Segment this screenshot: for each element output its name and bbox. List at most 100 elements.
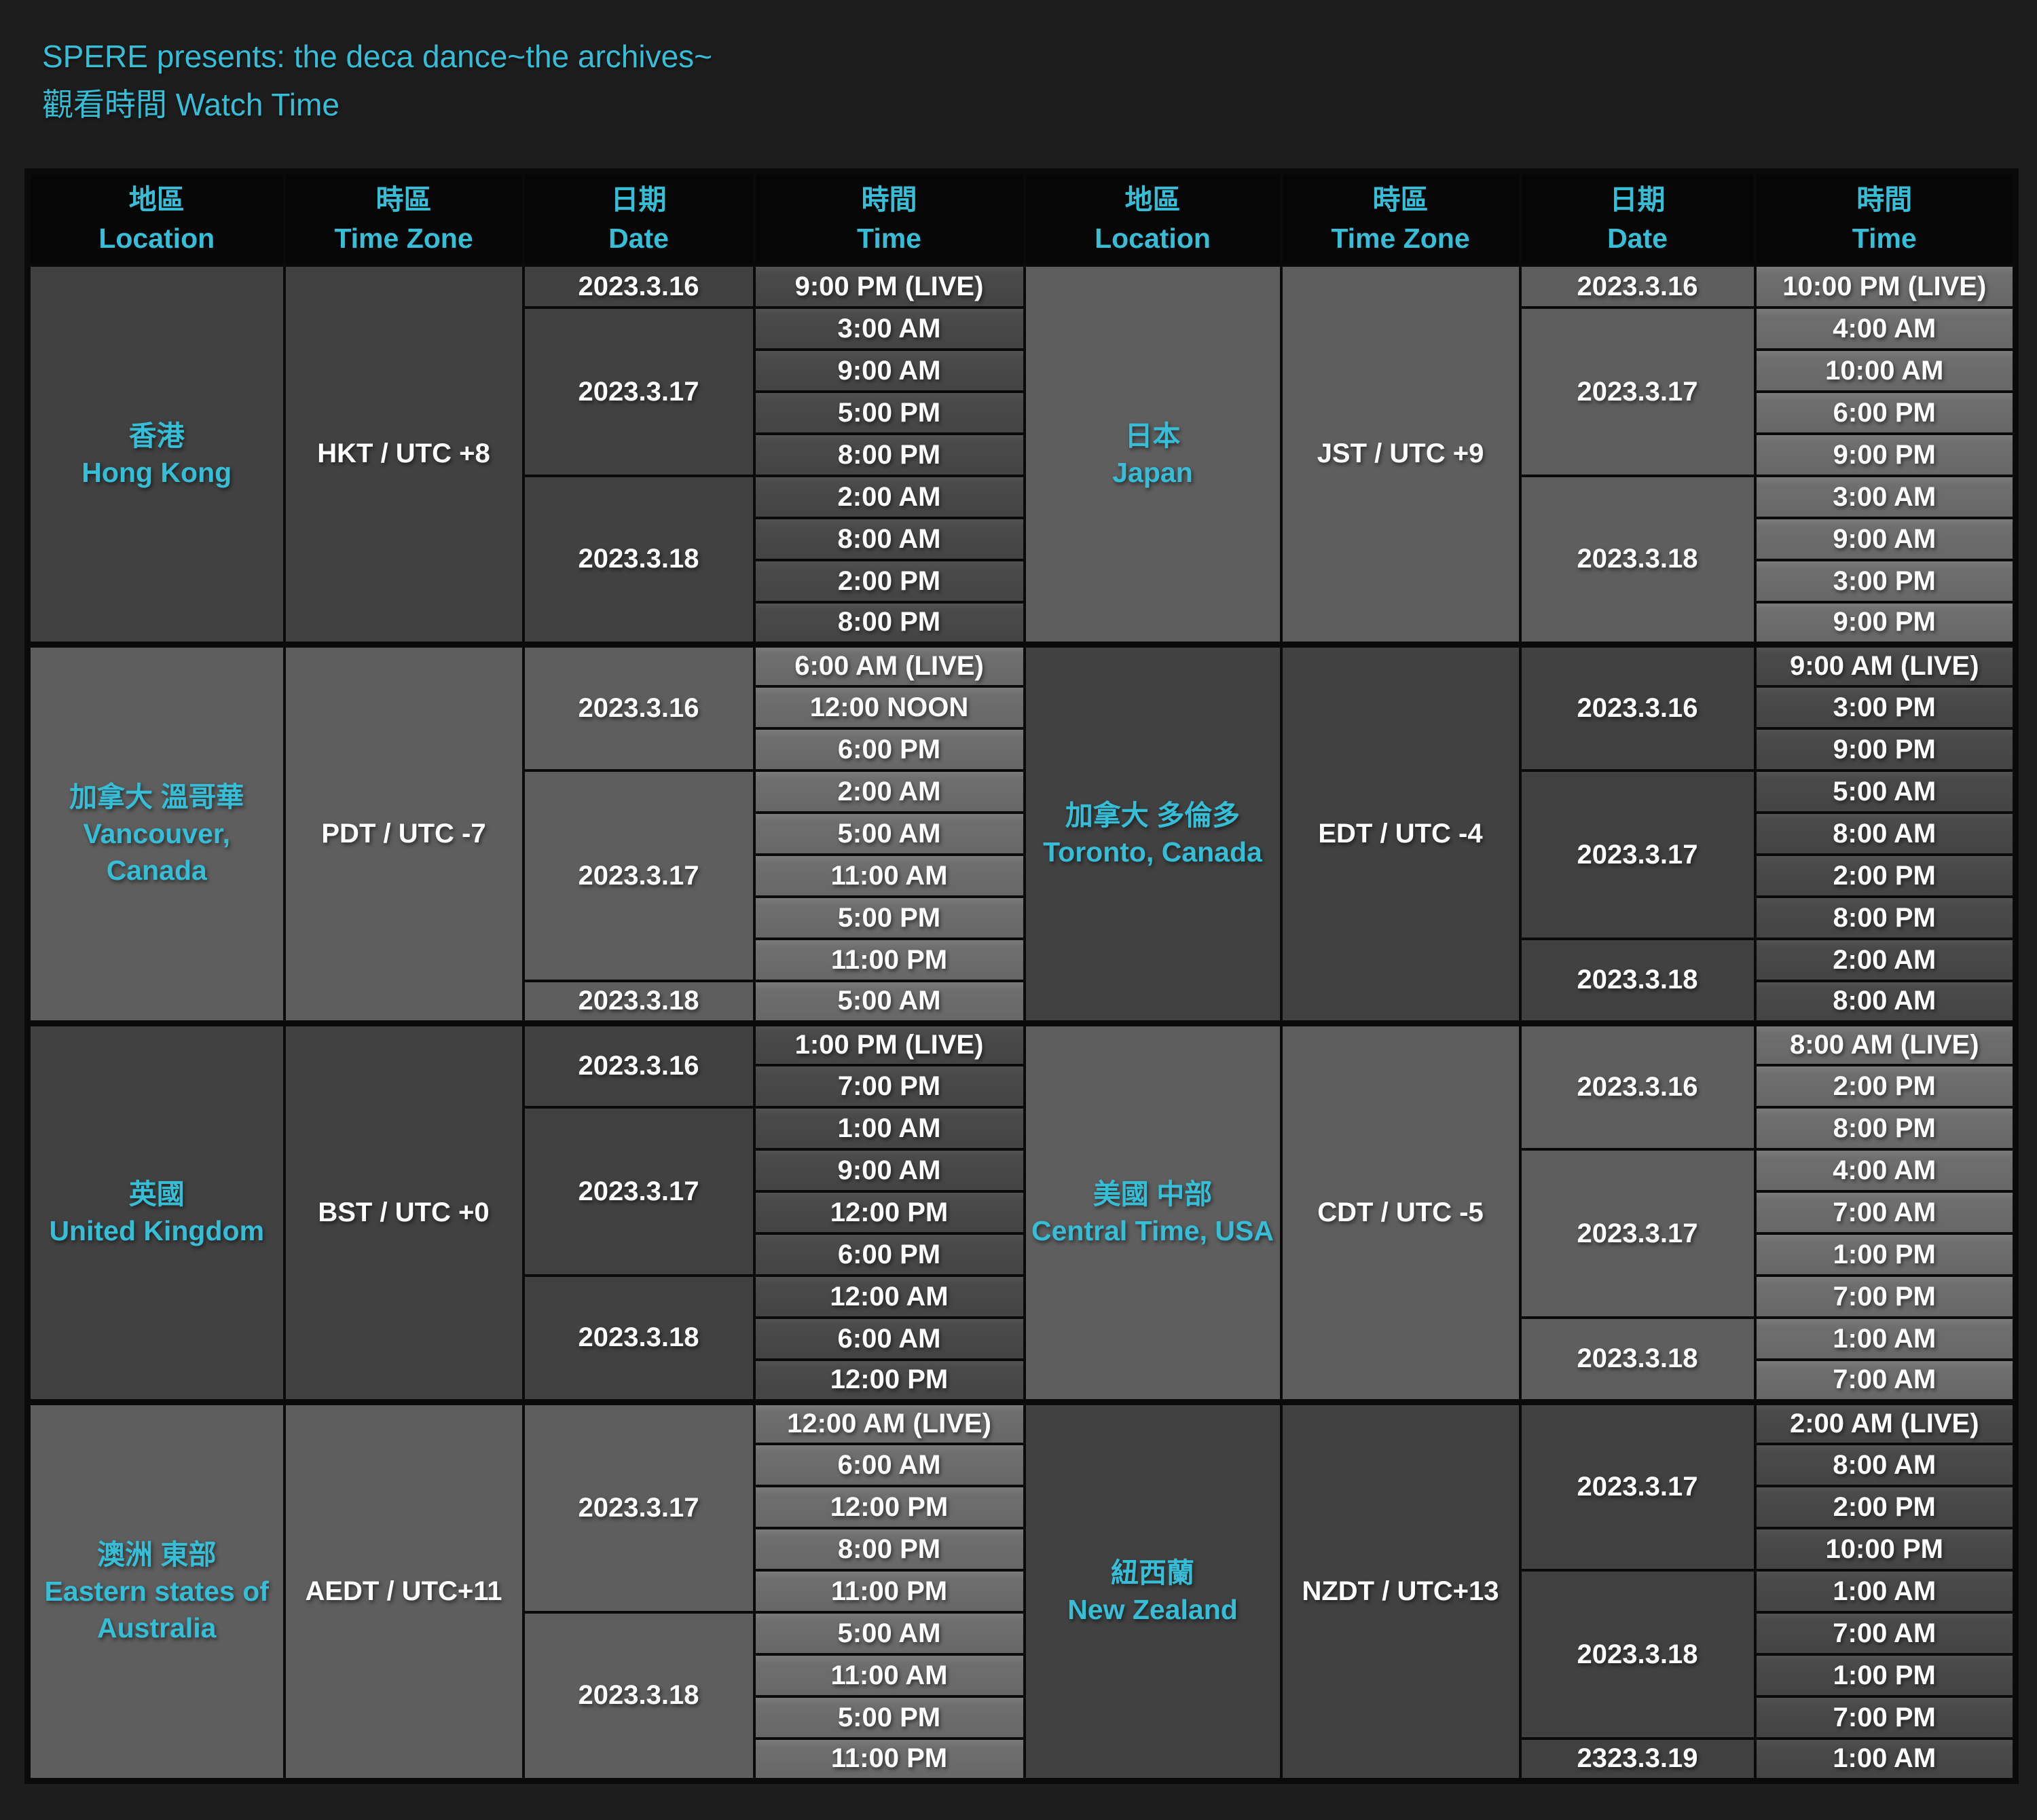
header-label-en: Time Zone: [334, 223, 473, 254]
time-cell: 6:00 AM: [752, 1316, 1026, 1361]
time-cell: 6:00 PM: [752, 727, 1026, 772]
time-cell: 7:00 AM: [1753, 1190, 2017, 1235]
time-cell: 9:00 PM (LIVE): [752, 264, 1026, 309]
time-cell: 8:00 AM: [1753, 811, 2017, 856]
location-cell: 日本 Japan: [1023, 264, 1283, 646]
date-cell: 2023.3.17: [1518, 1148, 1757, 1319]
table-row: 2023.3.18 5:00 AM 7:00 AM: [28, 1611, 2017, 1782]
timezone-cell: PDT / UTC -7: [282, 641, 525, 1024]
time-cell: 2:00 PM: [1753, 1064, 2017, 1109]
location-cell: 紐西蘭 New Zealand: [1023, 1398, 1283, 1782]
header-cell-6: 日期 Date: [1518, 170, 1757, 267]
timezone-cell: EDT / UTC -4: [1279, 641, 1522, 1024]
date-cell: 2023.3.17: [1518, 306, 1757, 477]
timezone-cell: BST / UTC +0: [282, 1020, 525, 1403]
time-cell: 5:00 AM: [752, 1611, 1026, 1656]
time-cell: 3:00 AM: [1753, 475, 2017, 519]
time-cell: 5:00 AM: [752, 980, 1026, 1024]
header-cell-7: 時間 Time: [1753, 170, 2017, 267]
header-label-zh: 時區: [375, 183, 432, 215]
date-cell: 2023.3.18: [1518, 475, 1757, 646]
time-cell: 6:00 AM: [752, 1443, 1026, 1487]
time-cell: 7:00 AM: [1753, 1358, 2017, 1403]
time-cell: 12:00 AM: [752, 1274, 1026, 1319]
header-label-en: Time: [1852, 223, 1917, 254]
time-cell: 6:00 AM (LIVE): [752, 641, 1026, 688]
page-title: SPERE presents: the deca dance~the archi…: [42, 33, 712, 130]
table-row: 12:00 PM 7:00 AM: [28, 1358, 2017, 1403]
date-cell: 2023.3.17: [521, 1106, 756, 1277]
table-row: 5:00 AM 8:00 AM: [28, 811, 2017, 856]
date-cell: 2023.3.16: [1518, 264, 1757, 309]
time-cell: 4:00 AM: [1753, 1148, 2017, 1193]
table-row: 11:00 PM 2023.3.18 2:00 AM: [28, 937, 2017, 1024]
time-cell: 12:00 PM: [752, 1358, 1026, 1403]
header-label-en: Location: [1095, 223, 1211, 254]
time-cell: 8:00 PM: [752, 601, 1026, 646]
location-line: Australia: [97, 1612, 217, 1644]
location-cell: 美國 中部 Central Time, USA: [1023, 1020, 1283, 1403]
date-cell: 2023.3.17: [1518, 769, 1757, 940]
time-cell: 3:00 PM: [1753, 685, 2017, 730]
location-line: 香港: [128, 420, 185, 451]
time-cell: 4:00 AM: [1753, 306, 2017, 351]
time-cell: 1:00 AM: [1753, 1569, 2017, 1614]
table-row: 8:00 PM 9:00 PM: [28, 432, 2017, 477]
date-cell: 2023.3.18: [521, 1611, 756, 1782]
table-row: 2023.3.18 12:00 AM 7:00 PM: [28, 1274, 2017, 1403]
table-row: 11:00 PM 2023.3.18 1:00 AM: [28, 1569, 2017, 1740]
date-cell: 2023.3.18: [1518, 937, 1757, 1024]
location-line: Japan: [1112, 456, 1193, 488]
header-label-en: Time: [857, 223, 921, 254]
table-row: 8:00 PM 10:00 PM: [28, 1527, 2017, 1572]
location-cell: 香港 Hong Kong: [26, 264, 286, 646]
time-cell: 11:00 AM: [752, 853, 1026, 898]
header-cell-2: 日期 Date: [521, 170, 756, 267]
time-cell: 7:00 PM: [752, 1064, 1026, 1109]
time-cell: 2:00 AM: [752, 769, 1026, 814]
time-cell: 1:00 AM: [1753, 1737, 2017, 1782]
time-cell: 1:00 AM: [1753, 1316, 2017, 1361]
table-row: 澳洲 東部 Eastern states of Australia AEDT / UT…: [26, 1398, 2017, 1782]
date-cell: 2023.3.17: [521, 306, 756, 477]
location-line: Central Time, USA: [1031, 1215, 1274, 1246]
table-row: 2:00 PM 3:00 PM: [28, 559, 2017, 603]
time-cell: 8:00 AM: [1753, 1443, 2017, 1487]
header-label-zh: 時間: [861, 183, 917, 215]
location-line: 美國 中部: [1093, 1178, 1213, 1210]
time-cell: 2:00 PM: [752, 559, 1026, 603]
table-row: 11:00 AM 1:00 PM: [28, 1653, 2017, 1698]
page-title-line2: 觀看時間 Watch Time: [42, 87, 340, 123]
table-row: 5:00 PM 7:00 PM: [28, 1695, 2017, 1740]
header-label-en: Date: [1607, 223, 1668, 254]
table-row: 2023.3.17 3:00 AM 2023.3.17 4:00 AM: [28, 306, 2017, 477]
time-cell: 1:00 AM: [752, 1106, 1026, 1151]
date-cell: 2023.3.16: [521, 264, 756, 309]
time-cell: 8:00 PM: [1753, 1106, 2017, 1151]
time-cell: 5:00 PM: [752, 895, 1026, 940]
table-row: 8:00 AM 9:00 AM: [28, 517, 2017, 561]
table-row: 6:00 PM 9:00 PM: [28, 727, 2017, 772]
time-cell: 2:00 AM (LIVE): [1753, 1398, 2017, 1445]
time-cell: 12:00 NOON: [752, 685, 1026, 730]
date-cell: 2023.3.16: [1518, 1020, 1757, 1151]
table-row: 6:00 AM 2023.3.18 1:00 AM: [28, 1316, 2017, 1403]
date-cell: 2023.3.18: [521, 475, 756, 646]
location-line: Vancouver,: [83, 817, 230, 849]
time-cell: 8:00 AM (LIVE): [1753, 1020, 2017, 1066]
time-cell: 9:00 AM (LIVE): [1753, 641, 2017, 688]
header-label-en: Date: [608, 223, 669, 254]
time-cell: 2:00 AM: [752, 475, 1026, 519]
time-cell: 6:00 PM: [752, 1232, 1026, 1277]
table-row: 5:00 PM 8:00 PM: [28, 895, 2017, 940]
table-row: 2023.3.17 2:00 AM 2023.3.17 5:00 AM: [28, 769, 2017, 982]
time-cell: 3:00 AM: [752, 306, 1026, 351]
header-label-en: Time Zone: [1331, 223, 1470, 254]
table-row: 8:00 PM 9:00 PM: [28, 601, 2017, 646]
time-cell: 2:00 PM: [1753, 1485, 2017, 1529]
table-body: 香港 Hong Kong HKT / UTC +8 2023.3.16 9:00 PM …: [26, 264, 2017, 1782]
table-row: 9:00 AM 10:00 AM: [28, 348, 2017, 393]
date-cell: 2323.3.19: [1518, 1737, 1757, 1782]
time-cell: 12:00 AM (LIVE): [752, 1398, 1026, 1445]
time-cell: 9:00 AM: [1753, 517, 2017, 561]
